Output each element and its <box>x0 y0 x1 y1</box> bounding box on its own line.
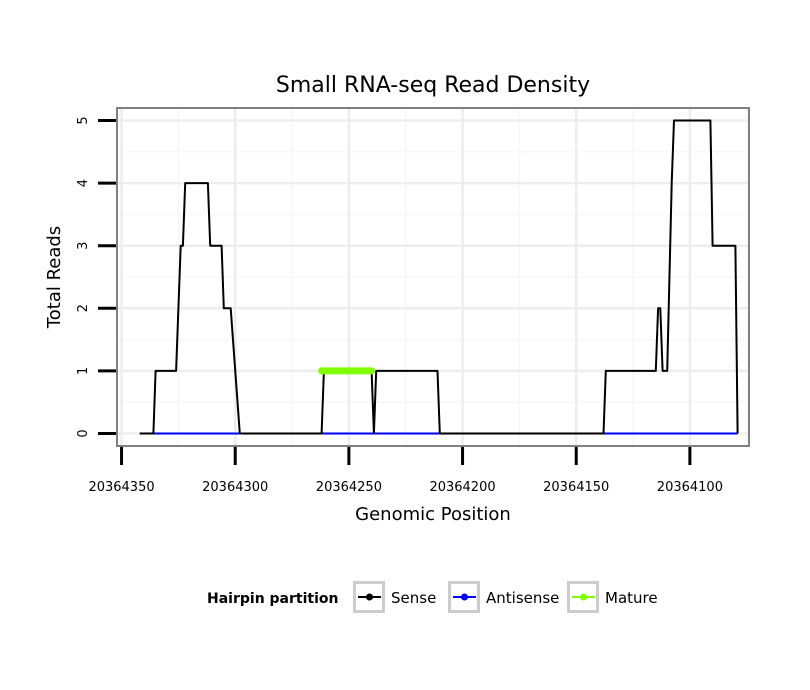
legend-key-point <box>366 593 373 601</box>
plot-grid <box>117 108 749 446</box>
legend-label: Sense <box>391 589 436 607</box>
plot-panel-border <box>116 107 750 447</box>
y-tick-label-3: 3 <box>76 242 91 250</box>
legend: Hairpin partition Sense Antisense Mature <box>207 581 658 613</box>
x-tick-label-4: 20364150 <box>543 480 609 495</box>
series-layer <box>139 119 739 435</box>
legend-label: Antisense <box>486 589 559 607</box>
y-tick-label-0: 0 <box>76 429 91 437</box>
x-tick-label-2: 20364250 <box>316 480 382 495</box>
y-tick-label-1: 1 <box>76 367 91 375</box>
legend-key-point <box>461 593 468 601</box>
y-tick-label-4: 4 <box>76 179 91 187</box>
x-tick-label-5: 20364100 <box>657 480 723 495</box>
series-sense-line <box>139 119 739 435</box>
legend-title: Hairpin partition <box>207 591 338 607</box>
legend-key-point <box>580 593 587 601</box>
x-tick-label-3: 20364200 <box>429 480 495 495</box>
y-axis: 0 1 2 3 4 5 <box>76 116 116 438</box>
y-tick-label-5: 5 <box>76 116 91 124</box>
x-tick-label-0: 20364350 <box>88 480 154 495</box>
y-tick-label-2: 2 <box>76 304 91 312</box>
chart-title: Small RNA-seq Read Density <box>276 73 590 98</box>
legend-item-sense: Sense <box>353 581 436 613</box>
x-axis: 20364350 20364300 20364250 20364200 20364150… <box>88 447 723 495</box>
x-axis-title: Genomic Position <box>355 504 511 525</box>
y-axis-title: Total Reads <box>44 226 65 329</box>
legend-item-mature: Mature <box>567 581 658 613</box>
x-tick-label-1: 20364300 <box>202 480 268 495</box>
legend-label: Mature <box>605 589 658 607</box>
legend-item-antisense: Antisense <box>448 581 559 613</box>
